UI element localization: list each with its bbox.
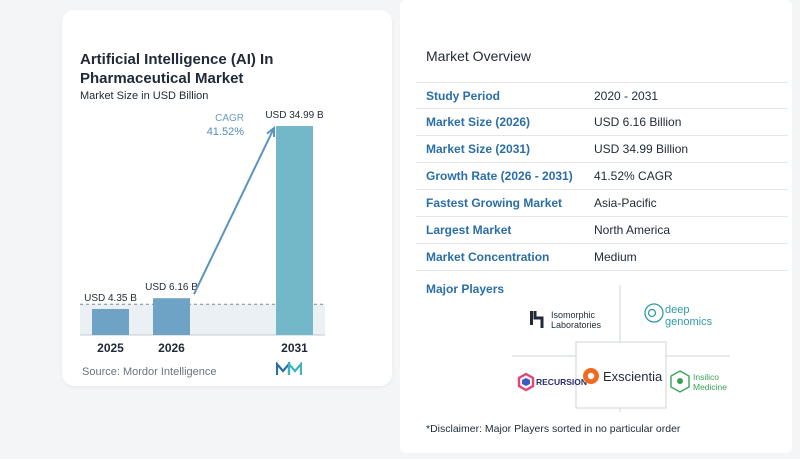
mordor-logo-icon [276, 362, 302, 375]
overview-row: Fastest Growing Market Asia-Pacific [416, 190, 788, 217]
x-tick-label: 2026 [158, 341, 185, 355]
player-name: RECURSION [536, 377, 587, 387]
bar-2031 [276, 126, 313, 335]
player-name: Insilico [693, 372, 719, 382]
recursion-logo-icon [517, 372, 535, 392]
player-recursion: RECURSION [517, 372, 587, 392]
deep-genomics-logo-icon [644, 303, 664, 323]
data-label: USD 4.35 B [84, 293, 137, 304]
player-insilico: Insilico Medicine [670, 370, 727, 393]
overview-row: Market Concentration Medium [416, 244, 788, 271]
overview-value: USD 6.16 Billion [594, 115, 682, 129]
overview-label: Largest Market [426, 223, 512, 237]
chart-title: Artificial Intelligence (AI) In Pharmace… [80, 51, 274, 87]
x-tick-label: 2031 [281, 341, 308, 355]
overview-row: Market Size (2031) USD 34.99 Billion [416, 136, 788, 163]
overview-label: Market Concentration [426, 250, 550, 264]
overview-row: Market Size (2026) USD 6.16 Billion [416, 109, 788, 136]
cagr-label: CAGR [215, 113, 244, 124]
cagr-value: 41.52% [207, 126, 245, 138]
player-name: Medicine [693, 382, 727, 392]
data-label: USD 34.99 B [265, 110, 324, 121]
player-exscientia: Exscientia [583, 368, 663, 384]
overview-value: Asia-Pacific [594, 196, 657, 210]
chart-subtitle: Market Size in USD Billion [80, 90, 209, 102]
overview-label: Growth Rate (2026 - 2031) [426, 169, 573, 183]
player-name: Exscientia [603, 369, 663, 384]
overview-label: Market Size (2026) [426, 115, 531, 129]
player-isomorphic: Isomorphic Laboratories [530, 310, 602, 330]
source-text: Source: Mordor Intelligence [82, 366, 217, 378]
overview-row: Study Period 2020 - 2031 [416, 82, 788, 109]
overview-row: Growth Rate (2026 - 2031) 41.52% CAGR [416, 163, 788, 190]
x-tick-label: 2025 [97, 341, 124, 355]
overview-value: 2020 - 2031 [594, 88, 659, 103]
isomorphic-logo-icon [530, 311, 544, 328]
cagr-arrow [193, 127, 275, 295]
player-name: Isomorphic [551, 310, 596, 320]
major-players-title: Major Players [426, 282, 505, 296]
overview-value: 41.52% CAGR [594, 169, 673, 183]
bar-2025 [92, 309, 129, 335]
insilico-logo-icon [670, 370, 690, 393]
overview-value: North America [594, 223, 671, 237]
overview-value: Medium [594, 250, 637, 264]
cagr-arrowhead [266, 125, 276, 138]
overview-label: Market Size (2031) [426, 142, 531, 156]
overview-value: USD 34.99 Billion [594, 142, 689, 156]
disclaimer: *Disclaimer: Major Players sorted in no … [426, 423, 681, 435]
player-name: genomics [665, 316, 713, 328]
overview-title: Market Overview [426, 48, 532, 64]
player-deep-genomics: deep genomics [644, 303, 713, 328]
overview-table: Study Period 2020 - 2031 Market Size (2026… [416, 82, 788, 271]
overview-label: Fastest Growing Market [426, 196, 563, 210]
data-label: USD 6.16 B [145, 282, 198, 293]
player-name: deep [665, 304, 689, 316]
player-name: Laboratories [551, 320, 602, 330]
exscientia-logo-icon [583, 368, 599, 384]
bar-2026 [153, 298, 190, 335]
overview-row: Largest Market North America [416, 217, 788, 244]
overview-label: Study Period [426, 88, 501, 103]
